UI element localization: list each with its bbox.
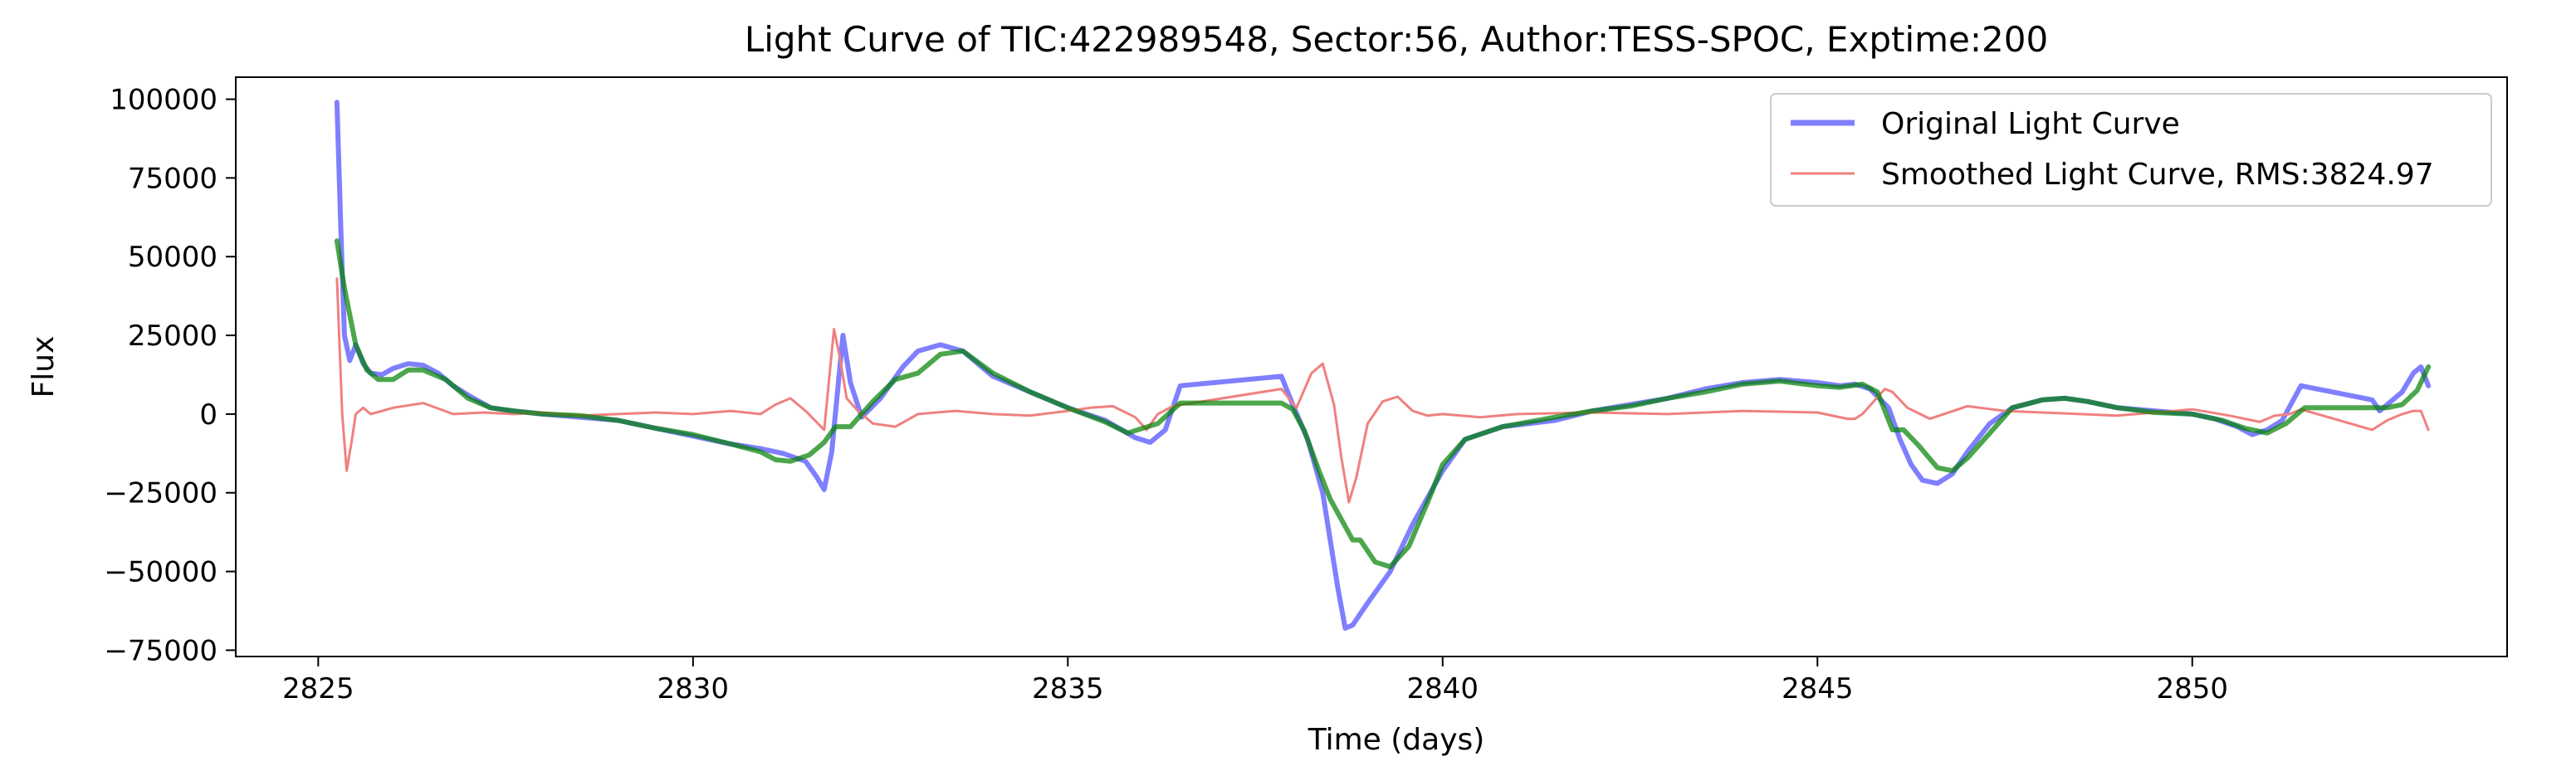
y-tick-label: 100000	[110, 84, 218, 117]
legend-label-original: Original Light Curve	[1881, 107, 2180, 141]
x-tick-label: 2850	[2156, 672, 2228, 705]
x-axis-label: Time (days)	[1308, 723, 1485, 757]
legend: Original Light Curve Smoothed Light Curv…	[1770, 93, 2492, 207]
chart-title: Light Curve of TIC:422989548, Sector:56,…	[745, 19, 2048, 60]
x-tick-label: 2835	[1032, 672, 1104, 705]
y-tick-label: −75000	[104, 634, 218, 667]
legend-box	[1770, 93, 2492, 207]
y-tick-label: −25000	[104, 477, 218, 510]
y-axis: −75000 −50000 −25000 0 25000 50000 75000 100000	[104, 84, 236, 667]
series-line-fit	[334, 238, 2432, 569]
legend-label-smoothed: Smoothed Light Curve, RMS:3824.97	[1881, 158, 2434, 192]
y-axis-label: Flux	[27, 336, 61, 398]
y-tick-label: 25000	[128, 320, 218, 353]
x-tick-label: 2840	[1407, 672, 1479, 705]
series-line-smoothed	[335, 277, 2430, 504]
x-tick-label: 2825	[282, 672, 354, 705]
y-tick-label: −50000	[104, 556, 218, 589]
y-tick-label: 0	[199, 398, 218, 432]
series-layer	[334, 100, 2432, 631]
x-axis: 2825 2830 2835 2840 2845 2850	[282, 657, 2228, 705]
x-tick-label: 2830	[657, 672, 730, 705]
y-tick-label: 50000	[128, 241, 218, 274]
x-tick-label: 2845	[1782, 672, 1854, 705]
y-tick-label: 75000	[128, 162, 218, 195]
plot-frame	[235, 76, 2508, 657]
